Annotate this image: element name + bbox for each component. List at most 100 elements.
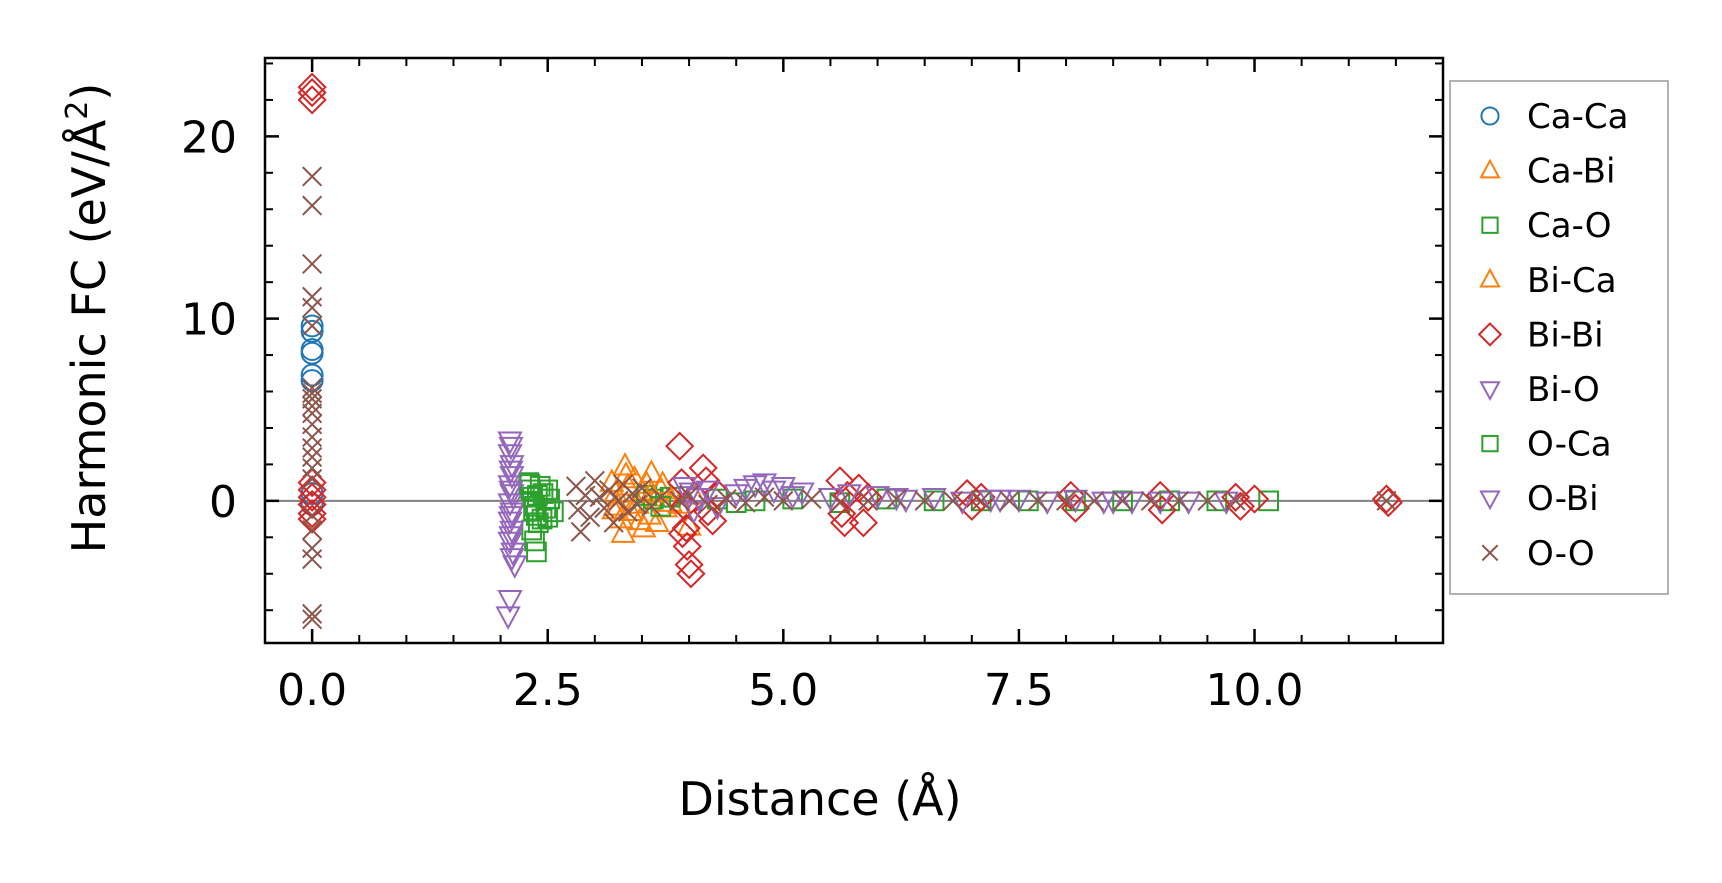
data-point-ca-bi (621, 464, 648, 489)
data-point-o-o (617, 501, 638, 522)
data-point-bi-o (751, 473, 778, 497)
data-point-o-o (302, 468, 323, 490)
data-point-o-o (302, 315, 323, 336)
data-point-bi-ca (601, 495, 627, 520)
legend-marker-ca-ca (1480, 106, 1500, 126)
data-point-o-o (302, 603, 323, 624)
y-axis-label-close: ) (62, 83, 116, 101)
y-axis-label-main: Harmonic FC (eV/Å (62, 119, 116, 553)
x-tick-label: 2.5 (513, 665, 583, 716)
data-point-bi-o (499, 466, 525, 490)
data-point-ca-bi (644, 508, 670, 532)
data-point-o-o (697, 494, 718, 515)
y-tick-label: 20 (181, 112, 237, 163)
legend-label: Ca-Ca (1527, 97, 1628, 137)
data-point-o-o (302, 166, 323, 187)
data-point-o-o (302, 195, 323, 216)
data-point-o-bi (732, 478, 759, 503)
legend-label: Ca-Bi (1527, 152, 1615, 192)
legend-item-o-bi: O-Bi (1479, 479, 1599, 519)
data-point-o-bi (987, 489, 1013, 514)
legend-item-ca-bi: Ca-Bi (1479, 152, 1615, 192)
data-point-o-bi (498, 436, 524, 461)
axis-ticks (264, 58, 1444, 643)
plot-frame (263, 56, 1445, 645)
legend-label: O-Ca (1527, 425, 1612, 465)
data-point-bi-bi (698, 506, 728, 536)
data-point-bi-bi (825, 466, 855, 496)
data-point-bi-bi (297, 475, 327, 505)
data-point-o-o (679, 485, 700, 506)
legend-label: O-Bi (1527, 479, 1599, 519)
data-point-o-o (829, 492, 850, 513)
y-tick-label: 10 (181, 295, 237, 346)
data-point-o-o (999, 490, 1020, 511)
data-point-bi-bi (671, 513, 701, 543)
data-point-bi-o (770, 477, 796, 501)
data-point-o-ca (537, 479, 559, 501)
legend-item-ca-ca: Ca-Ca (1480, 97, 1628, 137)
data-point-bi-bi (297, 504, 327, 534)
data-point-o-bi (498, 480, 524, 505)
data-point-o-o (631, 478, 653, 499)
x-tick-labels: 0.0 2.5 5.0 7.5 10.0 (277, 665, 1303, 716)
data-point-o-o (1376, 490, 1397, 511)
legend-label: Bi-Bi (1527, 315, 1604, 355)
data-point-bi-bi (297, 72, 327, 102)
y-axis-label-superscript: 2 (60, 101, 95, 120)
data-point-o-o (302, 437, 323, 459)
data-point-bi-o (1062, 489, 1089, 514)
legend: Ca-Ca Ca-Bi Ca-O Bi-Ca Bi-Bi Bi-O O-Ca O-Bi O-O (1449, 80, 1669, 595)
data-point-o-o (1027, 490, 1048, 511)
legend-marker-ca-bi (1479, 158, 1501, 179)
data-point-ca-bi (605, 492, 632, 516)
data-point-o-o (594, 498, 615, 519)
x-tick-label: 0.0 (277, 665, 347, 716)
legend-label: Ca-O (1527, 206, 1612, 246)
data-point-bi-o (495, 606, 521, 630)
data-point-o-o (1140, 490, 1161, 511)
legend-item-ca-o: Ca-O (1481, 206, 1612, 246)
series-o-o (302, 166, 1397, 630)
data-point-o-bi (498, 460, 524, 485)
data-point-o-o (942, 490, 964, 511)
legend-label: O-O (1527, 534, 1595, 574)
legend-item-o-o: O-O (1481, 534, 1595, 574)
x-axis-label: Distance (Å) (678, 772, 961, 826)
data-point-o-o (650, 487, 671, 508)
data-point-bi-bi (848, 508, 879, 538)
data-point-ca-o (524, 530, 545, 552)
data-point-o-o (302, 538, 323, 559)
legend-label: Bi-O (1527, 370, 1600, 410)
y-tick-labels: 0 10 20 (181, 112, 237, 527)
data-point-bi-bi (297, 498, 327, 529)
data-point-o-o (1197, 490, 1218, 511)
data-point-o-bi (498, 506, 524, 530)
data-point-bi-bi (1060, 493, 1091, 523)
legend-marker-bi-o (1479, 381, 1501, 402)
data-point-o-o (570, 521, 591, 542)
data-point-ca-o (526, 541, 547, 563)
data-point-bi-bi (1239, 484, 1270, 514)
data-point-o-o (302, 297, 323, 318)
data-point-o-o (302, 403, 323, 424)
data-point-o-o (886, 488, 907, 510)
data-point-o-o (302, 609, 323, 630)
data-point-o-o (1225, 490, 1246, 511)
data-point-bi-o (789, 482, 815, 506)
x-tick-label: 10.0 (1206, 665, 1304, 716)
data-point-bi-bi (1145, 480, 1175, 510)
data-point-o-o (914, 490, 935, 511)
data-point-o-o (302, 457, 323, 479)
data-point-bi-bi (665, 431, 695, 461)
data-point-ca-ca (300, 369, 324, 393)
data-point-o-o (1112, 490, 1133, 511)
data-point-bi-o (497, 431, 523, 455)
data-point-o-bi (499, 548, 525, 572)
data-point-o-o (302, 505, 323, 526)
data-point-bi-bi (297, 78, 327, 108)
data-point-o-o (801, 488, 822, 510)
legend-marker-bi-ca (1479, 267, 1501, 288)
